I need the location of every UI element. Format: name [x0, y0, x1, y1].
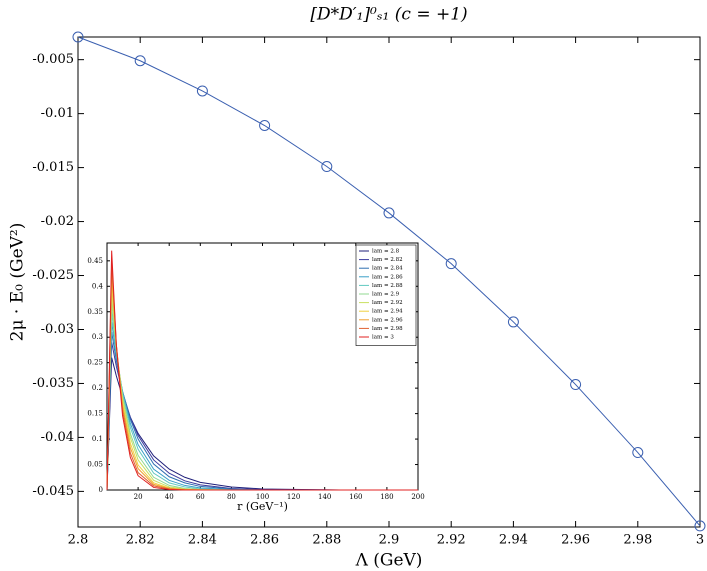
- x-tick-label: 160: [349, 493, 362, 501]
- data-point: [632, 447, 644, 459]
- y-tick-label: -0.02: [41, 214, 74, 229]
- y-tick-label: 0.2: [92, 384, 103, 392]
- x-tick-label: 2.86: [250, 533, 279, 548]
- legend-label: lam = 2.96: [372, 317, 403, 323]
- series-line: [106, 342, 418, 491]
- y-tick-label: 0.4: [92, 282, 104, 290]
- y-tick-label: 0.45: [87, 257, 103, 265]
- x-axis-label: r (GeV⁻¹): [237, 500, 288, 513]
- x-tick-label: 100: [256, 493, 269, 501]
- legend-label: lam = 2.84: [372, 266, 403, 272]
- y-tick-label: 0.25: [87, 359, 103, 367]
- data-point: [570, 379, 582, 391]
- x-tick-label: 60: [196, 493, 205, 501]
- data-point: [134, 55, 146, 67]
- x-tick-label: 2.9: [379, 533, 400, 548]
- data-point: [694, 520, 706, 532]
- y-tick-label: -0.045: [32, 484, 74, 499]
- y-tick-label: -0.01: [41, 106, 74, 121]
- series-line: [106, 250, 418, 491]
- series-line: [106, 357, 418, 491]
- y-tick-label: 0.15: [87, 410, 103, 418]
- x-tick-label: 3: [696, 533, 704, 548]
- legend-label: lam = 2.92: [372, 300, 403, 306]
- chart-title: [D*D′₁]⁰ₛ₁ (c = +1): [310, 5, 467, 25]
- y-tick-label: -0.015: [32, 160, 74, 175]
- legend-label: lam = 2.98: [372, 326, 403, 332]
- x-tick-label: 40: [165, 493, 174, 501]
- y-tick-label: -0.025: [32, 268, 74, 283]
- data-point: [321, 161, 333, 173]
- x-tick-label: 2.94: [499, 533, 528, 548]
- legend-label: lam = 2.82: [372, 257, 403, 263]
- x-tick-label: 2.92: [437, 533, 466, 548]
- x-tick-label: 2.84: [188, 533, 217, 548]
- y-tick-label: -0.035: [32, 376, 74, 391]
- x-tick-label: 2.98: [623, 533, 652, 548]
- y-tick-label: 0.3: [92, 333, 103, 341]
- x-axis-label: Λ (GeV): [355, 551, 423, 571]
- y-tick-label: 0: [99, 486, 103, 494]
- x-tick-label: 2.88: [312, 533, 341, 548]
- legend-label: lam = 3: [372, 335, 394, 341]
- x-tick-label: 2.82: [126, 533, 155, 548]
- data-point: [383, 207, 395, 219]
- legend-label: lam = 2.94: [372, 309, 403, 315]
- x-tick-label: 180: [380, 493, 393, 501]
- series-line: [77, 36, 701, 527]
- y-tick-label: 0.05: [87, 461, 103, 469]
- x-tick-label: 2.8: [68, 533, 89, 548]
- x-tick-label: 120: [287, 493, 300, 501]
- y-tick-label: 0.35: [87, 308, 103, 316]
- y-tick-label: -0.03: [41, 322, 74, 337]
- data-point: [445, 258, 457, 270]
- x-tick-label: 80: [227, 493, 236, 501]
- x-tick-label: 200: [411, 493, 424, 501]
- x-tick-label: 140: [318, 493, 331, 501]
- x-tick-label: 20: [134, 493, 143, 501]
- legend-label: lam = 2.8: [372, 249, 400, 255]
- legend-label: lam = 2.9: [372, 292, 400, 298]
- data-point: [507, 316, 519, 328]
- legend-label: lam = 2.86: [372, 274, 403, 280]
- legend-label: lam = 2.88: [372, 283, 403, 289]
- x-tick-label: 2.96: [561, 533, 590, 548]
- y-axis-label: 2μ · E₀ (GeV²): [8, 223, 28, 342]
- data-point: [72, 31, 84, 43]
- y-tick-label: 0.1: [92, 435, 103, 443]
- y-tick-label: -0.04: [41, 430, 74, 445]
- data-point: [259, 120, 271, 132]
- data-point: [196, 85, 208, 97]
- y-tick-label: -0.005: [32, 52, 74, 67]
